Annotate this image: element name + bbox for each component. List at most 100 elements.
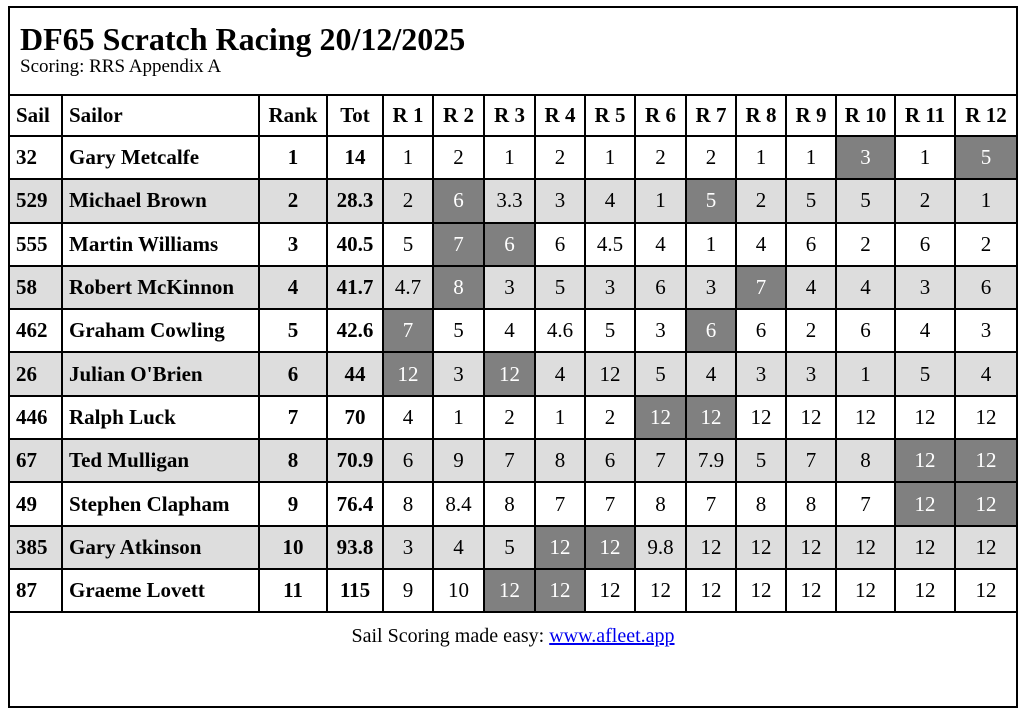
header: DF65 Scratch Racing 20/12/2025 Scoring: … — [10, 8, 1016, 96]
race-score-cell: 3 — [735, 351, 787, 397]
race-score-cell: 5 — [584, 308, 636, 354]
results-sheet: DF65 Scratch Racing 20/12/2025 Scoring: … — [8, 6, 1018, 708]
rank-cell: 7 — [258, 394, 328, 441]
sail-number-cell: 26 — [10, 351, 63, 397]
race-score-cell: 6 — [382, 438, 434, 484]
column-header: Tot — [326, 96, 384, 137]
race-score-cell: 1 — [432, 394, 485, 441]
table-row: 49 Stephen Clapham 9 76.4 8 8.4 8 7 7 8 7 8 8 7 12 12 — [10, 481, 1016, 527]
footer: Sail Scoring made easy: www.afleet.app — [10, 613, 1016, 659]
race-score-cell: 4 — [483, 308, 536, 354]
sailor-name-cell: Gary Metcalfe — [61, 134, 260, 181]
race-score-cell: 8 — [785, 481, 837, 527]
race-score-cell: 5 — [785, 178, 837, 224]
race-score-cell: 7 — [685, 481, 737, 527]
sailor-name-cell: Julian O'Brien — [61, 351, 260, 397]
column-header: R 1 — [382, 96, 434, 137]
discarded-race-score-cell: 12 — [534, 567, 586, 614]
race-score-cell: 1 — [835, 351, 896, 397]
race-score-cell: 12 — [954, 394, 1016, 441]
table-row: 529 Michael Brown 2 28.3 2 6 3.3 3 4 1 5 2 5 5 2 1 — [10, 178, 1016, 224]
rank-cell: 4 — [258, 264, 328, 311]
race-score-cell: 6 — [954, 264, 1016, 311]
rank-cell: 1 — [258, 134, 328, 181]
race-score-cell: 8 — [534, 438, 586, 484]
race-score-cell: 6 — [785, 221, 837, 267]
footer-text: Sail Scoring made easy: — [351, 625, 550, 648]
total-cell: 14 — [326, 134, 384, 181]
race-score-cell: 4 — [584, 178, 636, 224]
race-score-cell: 12 — [894, 394, 956, 441]
sail-number-cell: 446 — [10, 394, 63, 441]
race-score-cell: 1 — [584, 134, 636, 181]
race-score-cell: 5 — [894, 351, 956, 397]
rank-cell: 9 — [258, 481, 328, 527]
sailor-name-cell: Ralph Luck — [61, 394, 260, 441]
race-score-cell: 8 — [835, 438, 896, 484]
table-row: 87 Graeme Lovett 11 115 9 10 12 12 12 12 12 12 12 12 1… — [10, 567, 1016, 614]
race-score-cell: 9 — [382, 567, 434, 614]
sailor-name-cell: Michael Brown — [61, 178, 260, 224]
total-cell: 93.8 — [326, 524, 384, 570]
race-score-cell: 12 — [954, 567, 1016, 614]
race-score-cell: 2 — [685, 134, 737, 181]
column-header: R 8 — [735, 96, 787, 137]
race-score-cell: 12 — [835, 567, 896, 614]
column-header: R 10 — [835, 96, 896, 137]
table-row: 385 Gary Atkinson 10 93.8 3 4 5 12 12 9.8 12 12 12 12… — [10, 524, 1016, 570]
race-score-cell: 5 — [634, 351, 687, 397]
total-cell: 76.4 — [326, 481, 384, 527]
discarded-race-score-cell: 7 — [382, 308, 434, 354]
race-score-cell: 8 — [634, 481, 687, 527]
table-row: 555 Martin Williams 3 40.5 5 7 6 6 4.5 4 1 4 6 2 6 2 — [10, 221, 1016, 267]
discarded-race-score-cell: 3 — [835, 134, 896, 181]
discarded-race-score-cell: 12 — [534, 524, 586, 570]
sailor-name-cell: Martin Williams — [61, 221, 260, 267]
column-header: Sailor — [61, 96, 260, 137]
race-score-cell: 1 — [382, 134, 434, 181]
discarded-race-score-cell: 8 — [432, 264, 485, 311]
race-score-cell: 1 — [534, 394, 586, 441]
race-score-cell: 4 — [432, 524, 485, 570]
race-score-cell: 4 — [634, 221, 687, 267]
afleet-link[interactable]: www.afleet.app — [549, 625, 675, 648]
race-score-cell: 8 — [382, 481, 434, 527]
race-score-cell: 1 — [954, 178, 1016, 224]
race-score-cell: 10 — [432, 567, 485, 614]
race-score-cell: 3 — [894, 264, 956, 311]
discarded-race-score-cell: 12 — [584, 524, 636, 570]
rank-cell: 2 — [258, 178, 328, 224]
rank-cell: 8 — [258, 438, 328, 484]
sail-number-cell: 58 — [10, 264, 63, 311]
race-score-cell: 3 — [382, 524, 434, 570]
discarded-race-score-cell: 12 — [685, 394, 737, 441]
sail-number-cell: 462 — [10, 308, 63, 354]
sail-number-cell: 67 — [10, 438, 63, 484]
sailor-name-cell: Ted Mulligan — [61, 438, 260, 484]
race-score-cell: 12 — [735, 524, 787, 570]
total-cell: 70 — [326, 394, 384, 441]
race-score-cell: 8 — [735, 481, 787, 527]
race-score-cell: 1 — [483, 134, 536, 181]
race-score-cell: 4 — [534, 351, 586, 397]
race-score-cell: 5 — [534, 264, 586, 311]
column-header: R 4 — [534, 96, 586, 137]
discarded-race-score-cell: 12 — [954, 481, 1016, 527]
discarded-race-score-cell: 12 — [954, 438, 1016, 484]
total-cell: 42.6 — [326, 308, 384, 354]
race-score-cell: 8 — [483, 481, 536, 527]
discarded-race-score-cell: 12 — [894, 481, 956, 527]
discarded-race-score-cell: 7 — [432, 221, 485, 267]
race-score-cell: 2 — [483, 394, 536, 441]
table-row: 67 Ted Mulligan 8 70.9 6 9 7 8 6 7 7.9 5 7 8 12 12 — [10, 438, 1016, 484]
race-score-cell: 12 — [785, 394, 837, 441]
column-header: R 11 — [894, 96, 956, 137]
column-header: R 12 — [954, 96, 1016, 137]
race-score-cell: 5 — [382, 221, 434, 267]
discarded-race-score-cell: 12 — [894, 438, 956, 484]
race-score-cell: 2 — [835, 221, 896, 267]
column-header: Sail — [10, 96, 63, 137]
race-score-cell: 1 — [685, 221, 737, 267]
